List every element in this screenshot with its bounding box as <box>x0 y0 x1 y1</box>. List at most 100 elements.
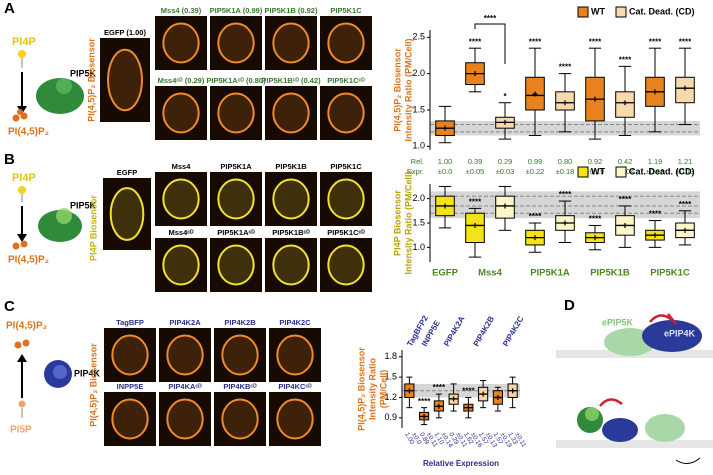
reference-band <box>402 383 520 398</box>
mean-marker <box>682 227 688 233</box>
panel-label: A <box>4 0 15 17</box>
cell <box>327 178 365 220</box>
rel-expr: 0.92 <box>588 157 603 166</box>
pathway-diagram: PI4P PIP5K PI(4,5)P₂ <box>8 172 97 266</box>
significance: * <box>503 92 507 101</box>
cell <box>109 187 145 241</box>
mean-marker <box>532 91 538 97</box>
cell <box>276 398 314 440</box>
significance: **** <box>469 37 482 46</box>
cell <box>272 92 310 134</box>
y-tick-label: 2.5 <box>412 32 425 42</box>
significance: **** <box>418 397 431 406</box>
significance: **** <box>619 195 632 204</box>
y-axis-title: PI(4,5)P₂ Biosensor <box>356 347 366 431</box>
mean-marker <box>421 413 427 419</box>
cell <box>217 178 255 220</box>
image-label: PIP5K1Bᶜᴰ (0.42) <box>261 76 321 85</box>
cell <box>221 398 259 440</box>
product: PI(4,5)P₂ <box>6 321 47 332</box>
significance: **** <box>529 212 542 221</box>
rel-expr-err: ±0.13 <box>676 167 695 176</box>
rel-expr-err: ±0.18 <box>556 167 575 176</box>
cell <box>166 398 204 440</box>
enzyme-label: ePIP4K <box>664 328 696 338</box>
mean-marker <box>592 96 598 102</box>
image-label: EGFP (1.00) <box>104 28 146 37</box>
legend-swatch <box>577 6 589 18</box>
cell <box>217 22 255 64</box>
x-tick-label: EGFP <box>432 268 459 279</box>
legend-label: Cat. Dead. (CD) <box>629 166 695 176</box>
cell <box>327 22 365 64</box>
x-tick-label: PIP4K2B <box>472 314 497 348</box>
bracket <box>474 23 506 64</box>
significance: **** <box>619 55 632 64</box>
rel-expr-title: Rel. <box>411 157 424 166</box>
cell <box>217 244 255 286</box>
mean-marker <box>465 405 471 411</box>
significance: **** <box>559 63 572 72</box>
mean-marker <box>652 232 658 238</box>
image-label: PIP4K2C <box>279 318 311 327</box>
cell <box>327 244 365 286</box>
legend-swatch <box>577 166 589 178</box>
y-tick-label: 0.9 <box>384 412 397 422</box>
rel-expr-err: ±0.0 <box>438 167 453 176</box>
rel-expr-err: ±0.22 <box>526 167 545 176</box>
y-tick-label: 1.5 <box>384 372 397 382</box>
product: PI(4,5)P₂ <box>8 127 49 138</box>
rel-expr: 0.42 <box>618 157 633 166</box>
y-tick-label: 2.0 <box>412 68 425 78</box>
image-label: Mss4 (0.39) <box>161 6 202 15</box>
rel-expr: 0.29 <box>498 157 513 166</box>
enzyme: PIP4K <box>74 368 101 378</box>
mean-marker <box>562 220 568 226</box>
cell <box>272 22 310 64</box>
image-label: TagBFP <box>116 318 144 327</box>
mean-marker <box>532 235 538 241</box>
image-label: PIP5K1Cᶜᴰ <box>327 76 365 85</box>
mean-marker <box>472 222 478 228</box>
mean-marker <box>495 394 501 400</box>
rel-expr-title: Relative Expression <box>423 459 499 468</box>
enzyme-label: ePIP5K <box>602 317 634 327</box>
x-tick-label: PIP4K2C <box>501 314 526 348</box>
image-label: PIP5K1A <box>220 162 252 171</box>
product: PI(4,5)P₂ <box>8 255 49 266</box>
significance: **** <box>679 37 692 46</box>
image-label: PIP5K1A (0.99) <box>210 6 263 15</box>
legend-label: WT <box>591 6 605 16</box>
y-tick-label: 1.0 <box>412 242 425 252</box>
significance: **** <box>462 387 475 396</box>
mean-marker <box>406 388 412 394</box>
legend-swatch <box>615 166 627 178</box>
image-label: PIP5K1Aᶜᴰ <box>217 228 255 237</box>
image-label: PIP5K1C <box>330 162 362 171</box>
y-axis-title: PI4P Biosensor <box>392 190 402 256</box>
panel-label: C <box>4 298 15 315</box>
enzyme: PIP5K <box>70 200 97 210</box>
cell <box>272 178 310 220</box>
mean-marker <box>480 391 486 397</box>
image-label: Mss4ᶜᴰ <box>168 228 194 237</box>
cell <box>217 92 255 134</box>
legend-swatch <box>615 6 627 18</box>
image-label: Mss4 <box>172 162 192 171</box>
y-axis-title: Intensity Ratio <box>367 357 377 420</box>
substrate: PI4P <box>12 36 36 48</box>
rel-expr: 0.80 <box>558 157 573 166</box>
cell <box>221 334 259 376</box>
mean-marker <box>442 203 448 209</box>
mean-marker <box>622 100 628 106</box>
cell <box>162 244 200 286</box>
cell <box>272 244 310 286</box>
biosensor-label: PI(4,5)P₂ Biosensor <box>86 38 96 122</box>
mean-marker <box>502 203 508 209</box>
significance: **** <box>469 197 482 206</box>
significance: **** <box>559 190 572 199</box>
y-tick-label: 1.0 <box>412 141 425 151</box>
image-label: PIP5K1Aᶜᴰ (0.80) <box>206 76 266 85</box>
enzyme: PIP5K <box>70 68 97 78</box>
